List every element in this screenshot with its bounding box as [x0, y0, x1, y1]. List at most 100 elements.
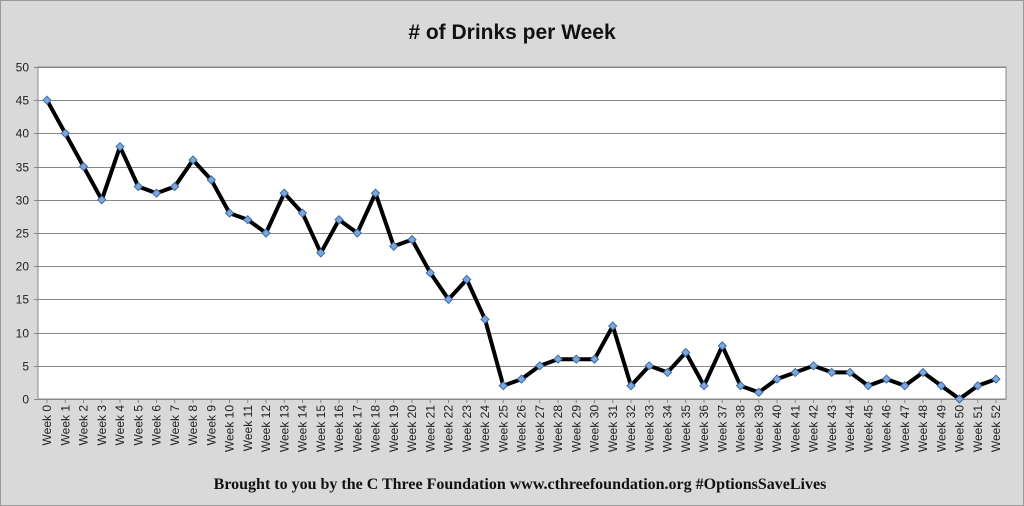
- x-tick-label: Week 24: [478, 405, 492, 452]
- y-tick-label: 25: [16, 227, 30, 241]
- x-tick-label: Week 18: [369, 405, 383, 452]
- x-tick-label: Week 31: [606, 405, 620, 452]
- data-point: [188, 155, 198, 165]
- x-tick-label: Week 38: [734, 405, 748, 452]
- data-point: [626, 381, 636, 391]
- x-tick-label: Week 25: [496, 405, 510, 452]
- x-tick-label: Week 12: [259, 405, 273, 452]
- data-point: [60, 128, 70, 139]
- data-point: [954, 394, 965, 404]
- x-tick-label: Week 15: [314, 405, 328, 452]
- x-tick-label: Week 33: [642, 405, 656, 452]
- data-point: [881, 374, 892, 384]
- x-tick-label: Week 48: [916, 405, 930, 452]
- data-point: [936, 381, 946, 391]
- x-tick-label: Week 51: [971, 405, 985, 452]
- y-tick-label: 5: [22, 360, 29, 374]
- data-point: [644, 361, 654, 371]
- x-tick-label: Week 14: [296, 405, 310, 452]
- x-tick-label: Week 17: [350, 405, 364, 452]
- y-tick-label: 20: [16, 260, 30, 274]
- x-tick-label: Week 13: [277, 405, 291, 452]
- x-tick-label: Week 10: [223, 405, 237, 452]
- x-tick-label: Week 20: [405, 405, 419, 452]
- x-tick-label: Week 41: [788, 405, 802, 452]
- x-tick-label: Week 9: [204, 405, 218, 446]
- data-point: [991, 374, 1001, 384]
- data-point: [261, 228, 271, 238]
- data-point: [863, 381, 873, 391]
- data-point: [772, 374, 782, 384]
- data-point: [170, 181, 180, 192]
- data-point: [425, 268, 435, 278]
- data-point: [297, 208, 308, 218]
- x-tick-label: Week 22: [442, 405, 456, 452]
- y-tick-label: 10: [16, 327, 30, 341]
- x-tick-label: Week 40: [770, 405, 784, 452]
- x-tick-label: Week 47: [898, 405, 912, 452]
- data-point: [97, 195, 107, 205]
- data-point: [808, 361, 819, 371]
- x-tick-label: Week 21: [423, 405, 437, 452]
- data-point: [316, 248, 326, 258]
- x-tick-label: Week 4: [113, 405, 127, 446]
- data-point: [973, 381, 983, 391]
- x-tick-label: Week 39: [752, 405, 766, 452]
- x-tick-label: Week 3: [95, 405, 109, 446]
- data-point: [900, 381, 910, 391]
- x-tick-label: Week 1: [58, 405, 72, 446]
- x-tick-label: Week 23: [460, 405, 474, 452]
- x-tick-label: Week 19: [387, 405, 401, 452]
- data-point: [352, 228, 362, 238]
- y-tick-label: 30: [16, 194, 30, 208]
- x-tick-label: Week 2: [77, 405, 91, 446]
- series-drinks: [42, 95, 1001, 404]
- data-point: [462, 274, 472, 285]
- chart-title: # of Drinks per Week: [408, 21, 616, 44]
- data-point: [151, 188, 162, 198]
- x-tick-label: Week 5: [131, 405, 145, 446]
- x-tick-label: Week 32: [624, 405, 638, 452]
- y-tick-label: 40: [16, 127, 30, 141]
- x-tick-label: Week 43: [825, 405, 839, 452]
- data-point: [735, 381, 746, 391]
- x-tick-label: Week 50: [953, 405, 967, 452]
- data-point: [279, 188, 289, 198]
- x-tick-label: Week 6: [150, 405, 164, 446]
- data-point: [589, 354, 600, 364]
- x-tick-label: Week 26: [515, 405, 529, 452]
- data-point: [224, 208, 235, 218]
- x-tick-label: Week 8: [186, 405, 200, 446]
- data-point: [206, 175, 216, 185]
- x-tick-label: Week 27: [533, 405, 547, 452]
- data-point: [334, 215, 344, 225]
- data-point: [699, 381, 709, 391]
- data-point: [133, 181, 143, 192]
- x-tick-label: Week 49: [934, 405, 948, 452]
- x-tick-label: Week 28: [551, 405, 565, 452]
- data-point: [42, 95, 52, 105]
- data-point: [78, 161, 89, 172]
- x-tick-label: Week 52: [989, 405, 1003, 452]
- data-point: [845, 367, 855, 378]
- data-point: [571, 354, 581, 364]
- data-point: [662, 367, 673, 378]
- data-point: [443, 294, 454, 305]
- x-tick-label: Week 46: [880, 405, 894, 452]
- data-point: [407, 234, 417, 245]
- data-point: [243, 215, 253, 225]
- y-tick-label: 50: [16, 61, 30, 75]
- y-axis-ticks: 0 5 10 15 20 25 30 35 40 45 50: [16, 61, 38, 407]
- x-tick-label: Week 0: [40, 405, 54, 446]
- data-point: [498, 381, 508, 391]
- data-point: [717, 341, 727, 351]
- data-point: [535, 361, 545, 371]
- x-tick-label: Week 7: [168, 405, 182, 446]
- data-point: [790, 367, 800, 378]
- x-tick-label: Week 16: [332, 405, 346, 452]
- x-axis-ticks: Week 0 Week 1 Week 2 Week 3 Week 4 Week 5 Week…: [40, 399, 1003, 452]
- x-tick-label: Week 36: [697, 405, 711, 452]
- x-tick-label: Week 34: [661, 405, 675, 452]
- gridlines: [38, 67, 1006, 400]
